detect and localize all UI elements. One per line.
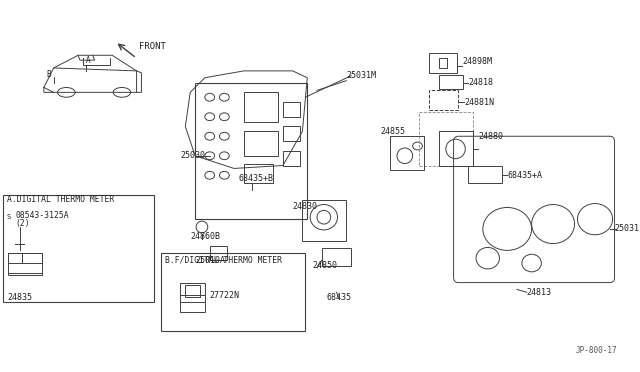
Text: B.F/DIGITAL THERMO METER: B.F/DIGITAL THERMO METER — [165, 256, 282, 264]
Text: A: A — [86, 56, 90, 65]
Ellipse shape — [113, 87, 131, 97]
Bar — [180, 283, 205, 312]
Bar — [8, 253, 42, 275]
Text: 27722N: 27722N — [210, 291, 240, 300]
Text: 24830: 24830 — [292, 202, 317, 211]
Bar — [429, 90, 458, 110]
Bar — [3, 195, 154, 302]
Text: 24850: 24850 — [312, 262, 337, 270]
Bar — [186, 285, 200, 297]
Bar — [283, 126, 300, 141]
Text: 25010A: 25010A — [195, 256, 225, 264]
Bar — [322, 248, 351, 266]
Bar — [210, 247, 227, 260]
Text: JP-800-17: JP-800-17 — [575, 346, 617, 355]
Text: 25031: 25031 — [614, 224, 639, 233]
Text: 24818: 24818 — [468, 78, 493, 87]
Bar — [439, 131, 473, 166]
Bar — [302, 200, 346, 241]
Bar — [244, 164, 273, 183]
Text: B: B — [47, 70, 51, 79]
Text: 24835: 24835 — [7, 293, 32, 302]
Bar — [283, 102, 300, 117]
Text: 24898M: 24898M — [462, 57, 492, 65]
Text: FRONT: FRONT — [140, 42, 166, 51]
Bar — [8, 253, 22, 263]
Text: 08543-3125A: 08543-3125A — [15, 211, 69, 220]
Text: 24860B: 24860B — [190, 232, 220, 241]
Bar — [283, 151, 300, 166]
Text: 25031M: 25031M — [346, 71, 376, 80]
Bar — [244, 131, 278, 156]
Bar — [195, 83, 307, 219]
Bar — [439, 75, 463, 89]
Text: 24880: 24880 — [478, 132, 503, 141]
Bar — [244, 92, 278, 122]
Text: 68435: 68435 — [327, 293, 352, 302]
Text: S: S — [6, 214, 11, 220]
Text: 24855: 24855 — [380, 127, 405, 136]
Text: 24813: 24813 — [527, 288, 552, 297]
Text: 68435+B: 68435+B — [239, 174, 274, 183]
Text: (2): (2) — [15, 219, 30, 228]
Bar — [468, 166, 502, 183]
Bar — [429, 53, 456, 73]
Text: 24881N: 24881N — [465, 97, 494, 107]
Bar — [22, 253, 42, 263]
Bar — [161, 253, 305, 331]
Text: A.DIGITAL THERMO METER: A.DIGITAL THERMO METER — [7, 195, 114, 204]
Text: 25030: 25030 — [180, 151, 205, 160]
Bar — [439, 58, 447, 68]
Ellipse shape — [58, 87, 75, 97]
Bar — [419, 112, 473, 166]
Bar — [390, 136, 424, 170]
Text: 68435+A: 68435+A — [508, 171, 542, 180]
